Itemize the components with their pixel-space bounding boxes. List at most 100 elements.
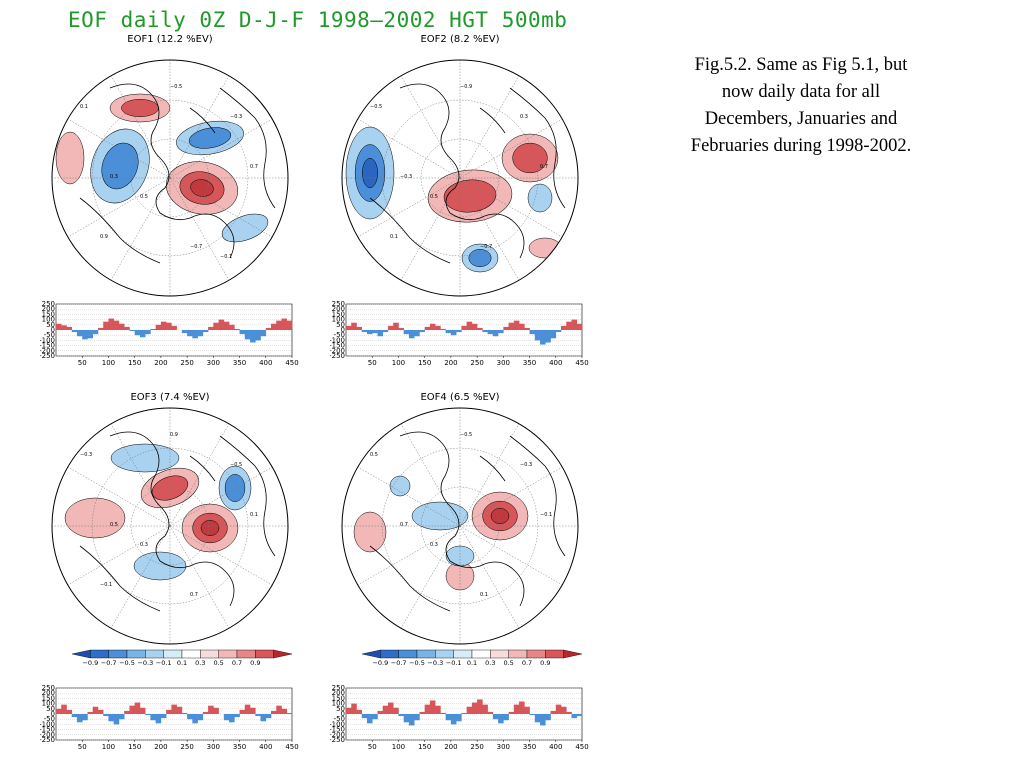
positive-bar: [66, 326, 73, 330]
positive-bar: [382, 705, 389, 714]
negative-bar: [192, 714, 198, 724]
eof2-map: −0.5 −0.3 0.5 0.3 −0.9 −0.7 0.7 0.1: [341, 59, 579, 297]
negative-bar: [234, 714, 240, 718]
positive-bar: [435, 705, 441, 714]
negative-anomaly: [221, 213, 269, 243]
x-tick-label: 200: [444, 359, 457, 367]
y-tick-label: -250: [330, 736, 345, 744]
negative-bar: [145, 330, 151, 335]
colorbar-arrow-right: [563, 649, 583, 659]
y-tick-label: 100: [42, 700, 55, 708]
colorbar-tick-label: −0.9: [372, 659, 388, 667]
y-tick-label: 150: [332, 310, 345, 318]
positive-bar: [66, 709, 73, 714]
anomaly-core: [200, 520, 220, 536]
positive-bar: [440, 328, 446, 330]
latitude-circle: [420, 486, 500, 566]
negative-bar: [361, 714, 368, 719]
negative-bar: [377, 330, 384, 337]
negative-bar: [419, 330, 425, 333]
colorbar-swatch: [236, 649, 256, 659]
negative-bar: [492, 330, 499, 337]
negative-bar: [103, 714, 109, 717]
positive-bar: [566, 321, 572, 330]
negative-anomaly: [110, 443, 180, 473]
y-tick-label: 50: [336, 705, 345, 713]
positive-bar: [466, 321, 473, 330]
colorbar-swatch: [181, 649, 201, 659]
negative-bar: [250, 330, 256, 343]
negative-bar: [550, 330, 557, 339]
positive-bar: [229, 324, 235, 330]
positive-bar: [571, 319, 578, 330]
y-tick-label: -150: [330, 726, 345, 734]
coastline: [369, 431, 566, 612]
negative-bar: [403, 330, 410, 335]
negative-bar: [181, 330, 188, 334]
positive-bar: [208, 326, 214, 330]
y-tick-label: -100: [40, 336, 55, 344]
negative-bar: [87, 330, 94, 339]
negative-bar: [118, 714, 125, 720]
contour-label: −0.5: [170, 84, 182, 90]
x-tick-label: 150: [128, 359, 141, 367]
contour-label: 0.5: [370, 452, 378, 458]
y-tick-label: 200: [42, 689, 55, 697]
negative-bar: [534, 330, 541, 341]
x-tick-label: 250: [180, 359, 193, 367]
contour-label: 0.3: [520, 114, 528, 120]
negative-bar: [82, 330, 88, 340]
positive-bar: [461, 712, 467, 714]
negative-bar: [576, 714, 583, 717]
y-tick-label: 250: [332, 684, 345, 692]
y-tick-label: -100: [330, 720, 345, 728]
negative-bar: [239, 330, 246, 335]
negative-bar: [366, 714, 373, 724]
negative-bar: [408, 330, 415, 339]
x-tick-label: 100: [392, 359, 405, 367]
colorbar-tick-label: −0.1: [446, 659, 462, 667]
eof4-map: 0.5 0.7 0.3 −0.3 −0.5 0.1 −0.1: [341, 407, 579, 645]
y-tick-label: 50: [46, 705, 55, 713]
eof1-title: EOF1 (12.2 %EV): [127, 34, 213, 45]
y-tick-label: 150: [42, 694, 55, 702]
negative-bar: [456, 330, 462, 333]
negative-bar: [108, 714, 114, 722]
positive-bar: [351, 703, 357, 714]
positive-anomaly: [64, 497, 126, 539]
positive-bar: [139, 707, 146, 714]
positive-bar: [424, 704, 431, 714]
eof3-title: EOF3 (7.4 %EV): [130, 392, 210, 403]
map-border: [341, 59, 579, 297]
eof4-panel: EOF4 (6.5 %EV) 0.5 0.7 0.3 −0.3 −0.5 0.1 −0.1: [330, 392, 590, 645]
positive-bar: [92, 706, 99, 714]
negative-bar: [366, 330, 373, 335]
contour-label: 0.3: [430, 542, 438, 548]
negative-bar: [255, 330, 261, 341]
negative-bar: [487, 330, 494, 335]
negative-bar: [160, 714, 167, 719]
negative-bar: [372, 330, 378, 334]
colorbar-tick-label: 0.7: [232, 659, 242, 667]
negative-bar: [82, 714, 88, 721]
y-tick-label: 200: [42, 305, 55, 313]
negative-bar: [155, 714, 162, 724]
negative-bar: [540, 330, 546, 345]
positive-bar: [503, 326, 509, 330]
eof3-map: −0.3 0.5 0.3 −0.5 0.9 0.7 0.1 −0.1: [51, 407, 289, 645]
positive-bar: [393, 707, 399, 714]
positive-bar: [155, 324, 162, 330]
x-tick-label: 450: [575, 359, 588, 367]
contour-label: 0.9: [170, 432, 178, 438]
colorbar-left: −0.9 −0.7 −0.5 −0.3 −0.1 0.1 0.3 0.5 0.7 0.9: [71, 649, 293, 667]
colorbar-tick-label: −0.3: [137, 659, 153, 667]
contour-label: −0.3: [80, 452, 92, 458]
positive-anomaly: [528, 237, 562, 259]
negative-bar: [403, 714, 410, 723]
y-tick-label: -200: [330, 731, 345, 739]
y-tick-label: 150: [332, 694, 345, 702]
colorbar-swatch: [398, 649, 418, 659]
negative-bar: [498, 714, 504, 724]
negative-bar: [408, 714, 415, 726]
